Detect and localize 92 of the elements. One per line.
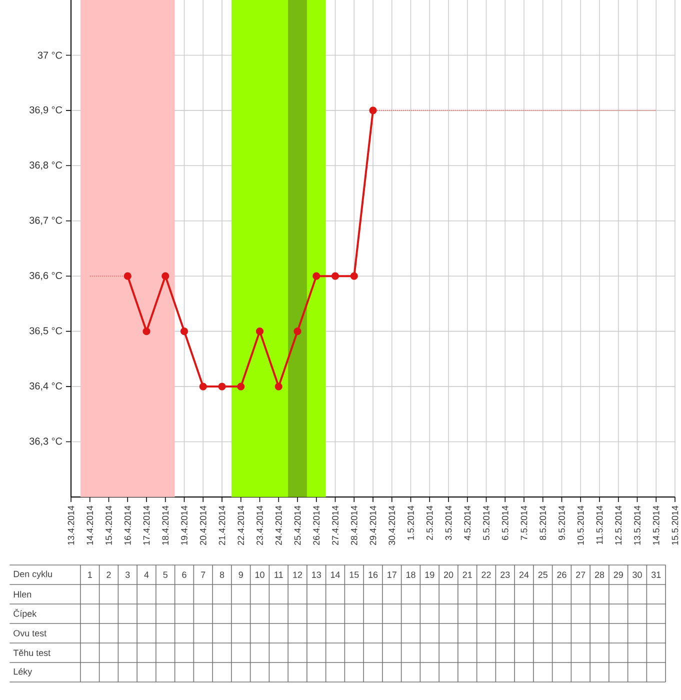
x-tick-label: 21.4.2014: [218, 506, 226, 545]
x-tick-label: 30.4.2014: [388, 506, 396, 546]
y-tick-label: 36,7 °C: [30, 216, 62, 226]
x-tick-label: 25.4.2014: [294, 506, 301, 545]
point: [218, 382, 226, 390]
x2-tick-label: 5: [163, 572, 168, 578]
x2-tick-label: 14: [330, 572, 340, 578]
x-tick-label: 6.5.2014: [502, 506, 508, 540]
x-tick-label: 10.5.2014: [577, 506, 584, 545]
x-tick-label: 27.4.2014: [332, 506, 338, 545]
x2-tick-label: 31: [651, 572, 661, 578]
x-tick-label: 15.5.2014: [672, 506, 678, 545]
point: [312, 272, 320, 280]
x-tick-label: 22.4.2014: [238, 506, 244, 545]
x-tick-label: 9.5.2014: [558, 506, 565, 540]
x2-tick-label: 3: [125, 572, 130, 578]
x2-tick-label: 19: [425, 572, 434, 578]
x2-tick-label: 10: [255, 572, 264, 578]
y-tick-label: 36,5 °C: [30, 327, 62, 336]
x-tick-label: 7.5.2014: [520, 506, 528, 540]
x2-tick-label: 21: [462, 572, 472, 578]
x-tick-label: 19.4.2014: [181, 506, 188, 545]
x-tick-label: 13.5.2014: [634, 506, 640, 545]
x2-tick-label: 7: [201, 572, 206, 578]
x2-tick-label: 25: [538, 572, 548, 578]
x-tick-label: 5.5.2014: [483, 506, 490, 540]
x-tick-label: 28.4.2014: [350, 506, 358, 545]
x-tick-label: 24.4.2014: [275, 506, 282, 545]
x2-tick-label: 29: [614, 572, 623, 578]
point: [124, 272, 132, 280]
text: Ovu test: [14, 630, 46, 636]
point: [274, 382, 282, 390]
x2-tick-label: 13: [312, 572, 321, 578]
point: [237, 382, 245, 390]
x-tick-label: 16.4.2014: [124, 506, 131, 545]
x2-tick-label: 2: [106, 572, 111, 578]
x-tick-label: 20.4.2014: [200, 506, 206, 545]
x-tick-label: 18.4.2014: [162, 506, 169, 545]
x2-tick-label: 20: [444, 572, 454, 578]
x2-tick-label: 24: [519, 572, 529, 578]
x-tick-label: 29.4.2014: [370, 506, 376, 545]
x2-tick-label: 22: [482, 572, 491, 578]
y-tick-label: 36,6 °C: [30, 272, 62, 280]
x2-tick-label: 17: [388, 572, 396, 578]
x-tick-label: 11.5.2014: [596, 506, 603, 544]
point: [294, 328, 302, 336]
text: Čípek: [14, 608, 37, 619]
point: [369, 106, 377, 114]
point: [142, 328, 150, 336]
point: [199, 382, 207, 390]
x2-tick-label: 26: [557, 572, 566, 578]
x2-tick-label: 27: [576, 572, 586, 578]
x-tick-label: 15.4.2014: [106, 506, 112, 545]
x2-tick-label: 9: [238, 572, 243, 578]
x2-tick-label: 16: [368, 572, 378, 578]
x2-tick-label: 4: [144, 572, 149, 578]
y-tick-label: 36,3 °C: [30, 438, 62, 446]
point: [180, 328, 188, 336]
x2-tick-label: 18: [406, 572, 416, 578]
y-tick-label: 37 °C: [38, 52, 62, 59]
x-tick-label: 3.5.2014: [445, 506, 452, 540]
x-tick-label: 23.4.2014: [256, 506, 263, 545]
x-tick-label: 13.4.2014: [68, 506, 74, 545]
point: [162, 272, 170, 280]
y-tick-label: 36,9 °C: [30, 106, 62, 115]
x2-tick-label: 12: [293, 572, 302, 578]
y-tick-label: 36,8 °C: [30, 162, 62, 170]
x-tick-label: 1.5.2014: [408, 506, 414, 540]
x-tick-label: 26.4.2014: [313, 506, 320, 545]
text: Hlen: [14, 590, 32, 598]
x-tick-label: 14.5.2014: [652, 506, 660, 545]
x2-tick-label: 11: [274, 572, 283, 578]
x2-tick-label: 8: [220, 572, 224, 578]
x2-tick-label: 15: [350, 572, 359, 578]
x-tick-label: 8.5.2014: [540, 506, 546, 540]
x-tick-label: 17.4.2014: [143, 506, 150, 545]
x-tick-label: 4.5.2014: [464, 506, 471, 540]
y-tick-label: 36,4 °C: [30, 382, 62, 391]
x-tick-label: 2.5.2014: [426, 506, 433, 540]
text: Těhu test: [13, 649, 50, 656]
x2-tick-label: 23: [500, 572, 510, 578]
point: [256, 328, 264, 336]
x-tick-label: 14.4.2014: [86, 506, 94, 545]
point: [350, 272, 358, 280]
point: [331, 272, 340, 280]
x2-tick-label: 1: [88, 572, 92, 578]
x2-axis-title: Den cyklu: [14, 570, 52, 579]
x2-tick-label: 30: [632, 572, 642, 578]
x-tick-label: 12.5.2014: [615, 506, 622, 545]
x2-tick-label: 6: [182, 572, 186, 578]
x2-tick-label: 28: [594, 572, 604, 578]
text: Léky: [14, 668, 32, 676]
